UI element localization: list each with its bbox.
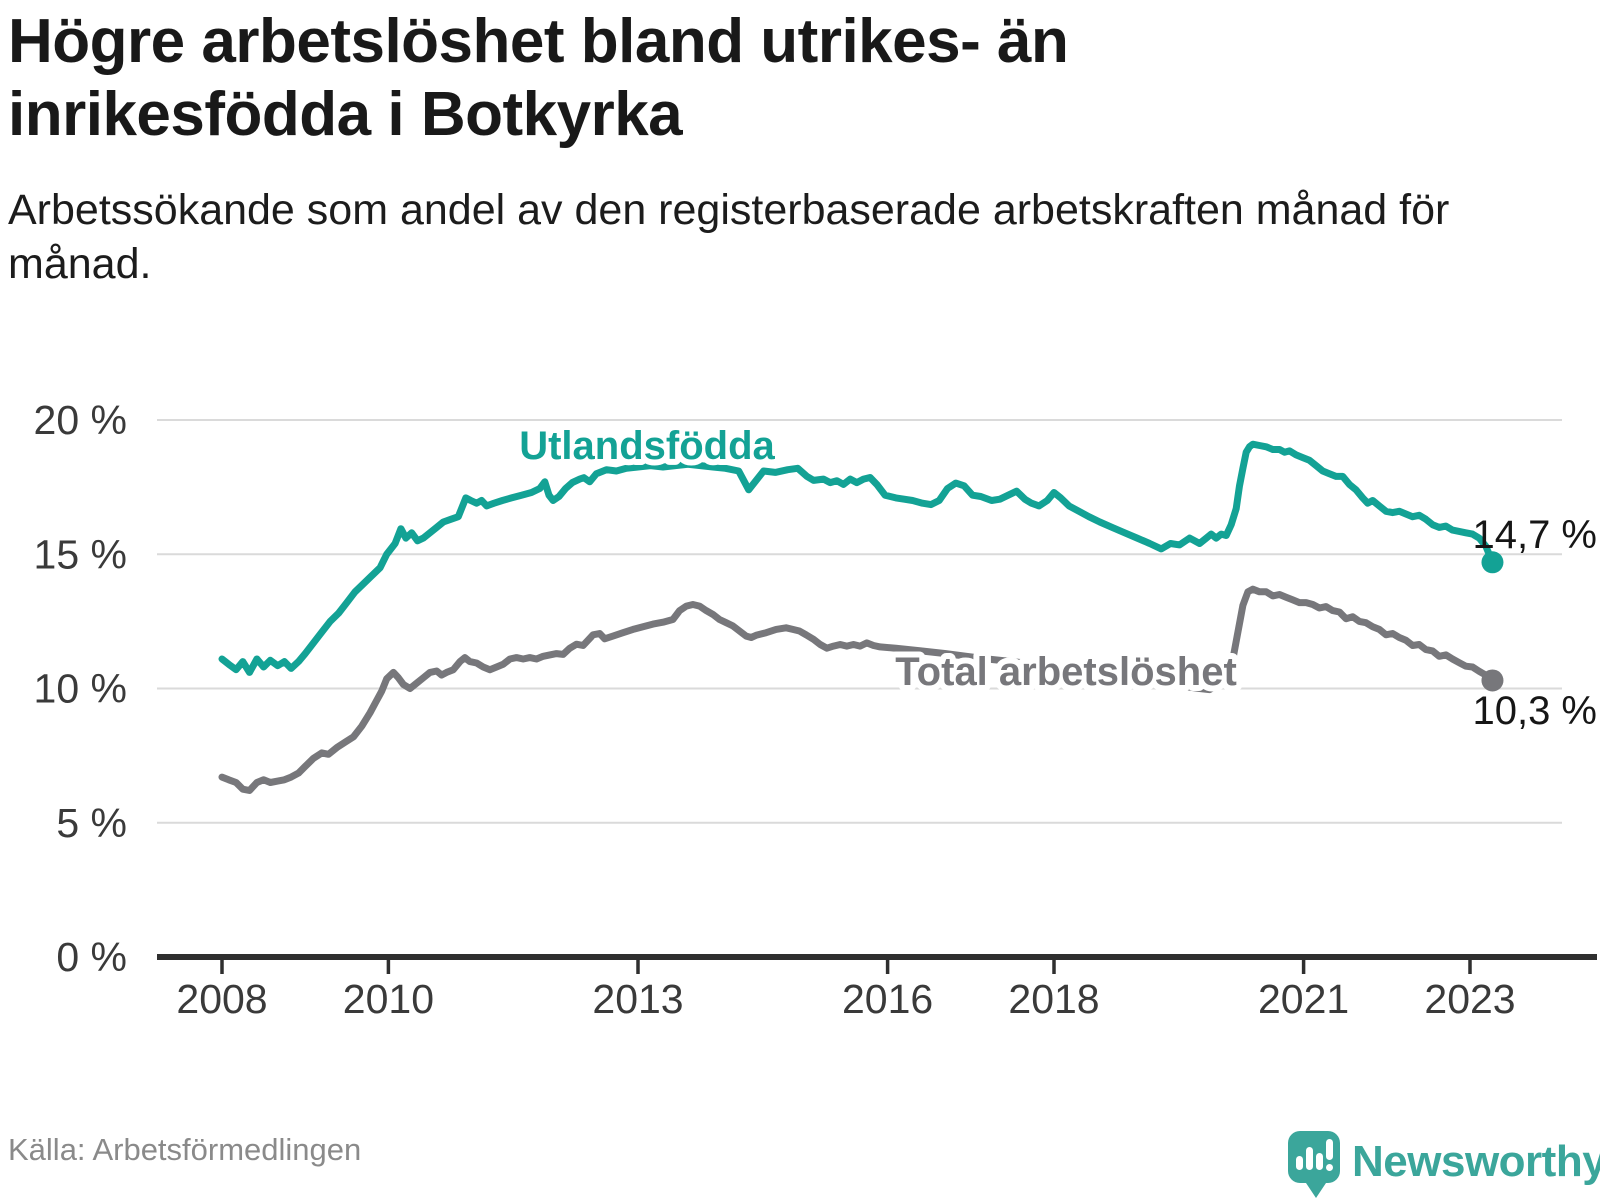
x-axis-tick-label: 2010 — [343, 976, 434, 1022]
y-axis-tick-label: 0 % — [56, 934, 127, 980]
x-axis-tick-label: 2023 — [1424, 976, 1515, 1022]
series-lines-layer — [218, 440, 1496, 794]
y-axis-tick-label: 20 % — [34, 397, 127, 443]
brand-name: Newsworthy — [1352, 1137, 1600, 1186]
y-axis-tick-label: 15 % — [34, 531, 127, 577]
end-dots-layer — [1481, 551, 1504, 692]
y-axis-tick-label: 10 % — [34, 666, 127, 712]
logo-exclamation-stem — [1326, 1139, 1333, 1160]
end-value-label-total: 10,3 % — [1472, 689, 1597, 733]
series-label-total-arbetsloshet: Total arbetslöshet — [895, 650, 1237, 694]
chart-title: Högre arbetslöshet bland utrikes- än inr… — [8, 7, 1069, 149]
series-line-utlandsfodda — [218, 440, 1496, 676]
newsworthy-logo: Newsworthy — [1288, 1131, 1600, 1198]
logo-bar-small — [1296, 1156, 1303, 1170]
x-axis-tick-label: 2021 — [1258, 976, 1349, 1022]
x-axis-tick-label: 2018 — [1008, 976, 1099, 1022]
source-note: Källa: Arbetsförmedlingen — [8, 1132, 362, 1167]
chart-subtitle: Arbetssökande som andel av den registerb… — [8, 186, 1450, 288]
logo-exclamation-dot — [1326, 1164, 1333, 1171]
x-axis-tick-label: 2008 — [176, 976, 267, 1022]
gridlines-layer: 0 % 5 % 10 % 15 % 20 % — [34, 397, 1562, 980]
x-axis-layer: 2008 2010 2013 2016 2018 2021 2023 — [157, 954, 1597, 1022]
series-label-utlandsfodda: Utlandsfödda — [519, 424, 775, 468]
logo-bar-tall — [1306, 1147, 1313, 1170]
end-value-label-utlandsfodda: 14,7 % — [1472, 513, 1597, 557]
end-dot-total — [1481, 669, 1504, 692]
series-line-total — [218, 585, 1496, 794]
logo-bar-medium — [1316, 1153, 1323, 1170]
y-axis-tick-label: 5 % — [56, 800, 127, 846]
x-axis-tick-label: 2016 — [842, 976, 933, 1022]
end-dot-utlandsfodda — [1481, 551, 1504, 574]
x-axis-tick-label: 2013 — [592, 976, 683, 1022]
